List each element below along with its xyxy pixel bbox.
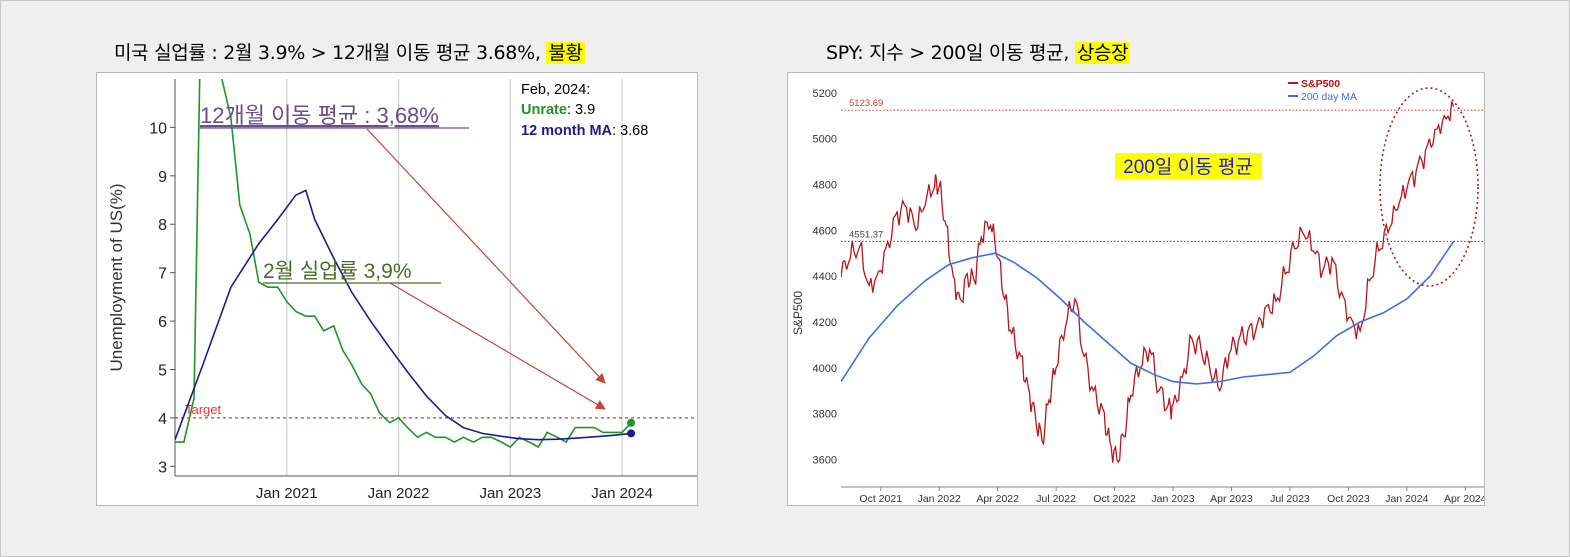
y-tick-label: 4200 [813,317,837,329]
y-tick-label: 4600 [813,225,837,237]
y-tick-label: 8 [158,217,167,234]
sp500-chart: 3600 3800 4000 4200 4400 4600 4800 5000 5200 Oct … [791,78,1487,505]
unemployment-chart: Jan 2021 Jan 2022 Jan 2023 Jan 2024 3 4 5 6 7 8 9 1… [107,79,697,502]
ma12-line [175,189,632,441]
x-tick-label: Jan 2021 [256,485,318,502]
annotation-unrate: Unrate: 3.9 [521,102,595,118]
y-tick-label: 5000 [813,134,837,146]
annotation-unrate-label: Unrate [521,102,567,118]
right-title-text: SPY: 지수 > 200일 이동 평균, [826,42,1075,64]
left-title-text: 미국 실업률 : 2월 3.9% > 12개월 이동 평균 3.68%, [114,42,547,64]
unrate-latest-point [627,418,636,427]
x-tick-label: Apr 2024 [1444,493,1484,505]
unrate-callout: 2월 실업률 3,9% [263,260,412,283]
ma200-callout: 200일 이동 평균 [1123,156,1253,178]
y-tick-label: 3 [158,459,167,476]
ma-callout: 12개월 이동 평균 : 3,68% [200,103,439,128]
x-tick-label: Oct 2022 [1093,493,1136,505]
reference-line-label: 4551.37 [849,229,883,240]
y-tick-label: 3600 [813,454,837,466]
x-tick-label: Jan 2023 [479,485,541,502]
annotation-ma-value: : 3.68 [612,123,648,139]
y-tick-label: 4 [158,411,167,428]
legend-label: 200 day MA [1301,91,1357,103]
y-tick-label: 5 [158,362,167,379]
x-tick-label: Oct 2023 [1327,493,1370,505]
y-axis-label: S&P500 [791,291,805,335]
y-tick-label: 6 [158,314,167,331]
y-tick-label: 10 [149,120,167,137]
left-chart-title: 미국 실업률 : 2월 3.9% > 12개월 이동 평균 3.68%, 불황 [114,38,585,65]
callout-highlight [1115,153,1262,179]
unemployment-chart-panel: Jan 2021 Jan 2022 Jan 2023 Jan 2024 3 4 5 6 7 8 9 1… [96,72,698,506]
breakout-highlight-ellipse [1379,87,1479,287]
x-tick-label: Jul 2023 [1270,493,1310,505]
y-tick-label: 4800 [813,179,837,191]
sp500-chart-panel: 3600 3800 4000 4200 4400 4600 4800 5000 5200 Oct … [787,72,1487,506]
ma200-line [841,241,1455,385]
series-group [841,101,1455,464]
annotation-ma-label: 12 month MA [521,123,613,139]
series-group [175,79,632,449]
x-tick-label: Oct 2021 [859,493,902,505]
left-title-highlight: 불황 [546,42,585,64]
x-tick-label: Jan 2022 [918,493,961,505]
unrate-line [175,79,632,449]
y-tick-label: 4400 [813,271,837,283]
x-tick-label: Apr 2022 [976,493,1019,505]
x-tick-label: Jan 2024 [591,485,653,502]
legend-label: S&P500 [1301,78,1340,90]
annotation-ma: 12 month MA: 3.68 [521,123,648,139]
reference-line-label: 5123.69 [849,98,883,109]
annotation-date: Feb, 2024: [521,82,590,98]
x-tick-label: Jan 2022 [368,485,430,502]
right-title-highlight: 상승장 [1074,42,1131,64]
y-tick-label: 5200 [813,88,837,100]
y-tick-label: 7 [158,266,167,283]
x-tick-label: Jul 2022 [1036,493,1076,505]
annotation-unrate-value: : 3.9 [567,102,595,118]
ma12-latest-point [627,429,636,438]
y-tick-label: 3800 [813,409,837,421]
y-tick-label: 9 [158,169,167,186]
sp500-line [841,101,1455,464]
y-axis-label: Unemployment of US(%) [107,183,126,371]
x-tick-label: Apr 2023 [1210,493,1253,505]
unrate-callout-arrow [389,282,606,410]
x-tick-label: Jan 2024 [1385,493,1428,505]
x-tick-label: Jan 2023 [1151,493,1194,505]
right-chart-title: SPY: 지수 > 200일 이동 평균, 상승장 [826,38,1131,65]
target-label: Target [185,402,222,417]
ma-callout-arrow [366,128,606,384]
y-tick-label: 4000 [813,363,837,375]
